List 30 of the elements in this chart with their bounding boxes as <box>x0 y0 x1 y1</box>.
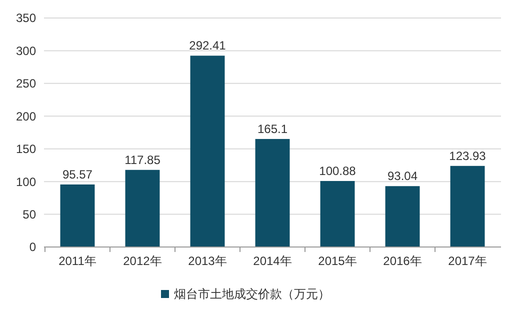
x-tick-label: 2016年 <box>383 254 422 268</box>
x-tick-label: 2014年 <box>253 254 292 268</box>
bar <box>450 166 485 247</box>
y-tick-label: 0 <box>29 240 36 254</box>
x-tick-label: 2011年 <box>58 254 96 268</box>
y-tick-label: 350 <box>16 11 36 26</box>
data-label: 95.57 <box>62 167 93 182</box>
y-tick-label: 50 <box>22 207 36 222</box>
data-label: 292.41 <box>189 38 226 53</box>
x-tick-label: 2013年 <box>188 254 227 268</box>
data-label: 100.88 <box>319 164 356 178</box>
bar <box>255 138 290 247</box>
bar <box>320 180 355 247</box>
legend-label: 烟台市土地成交价款（万元） <box>174 287 330 301</box>
y-tick-label: 100 <box>16 174 36 189</box>
y-tick-label: 150 <box>16 142 36 156</box>
y-tick-label: 200 <box>16 109 36 124</box>
y-tick-label: 250 <box>16 76 36 91</box>
data-label: 93.04 <box>388 169 418 184</box>
x-tick-label: 2012年 <box>123 254 162 268</box>
data-label: 165.1 <box>257 122 288 136</box>
x-tick-label: 2017年 <box>448 254 487 268</box>
bar <box>190 56 225 247</box>
bar <box>125 170 160 247</box>
data-label: 117.85 <box>124 152 161 167</box>
data-label: 123.93 <box>449 148 486 163</box>
bar <box>60 184 95 247</box>
bar <box>385 186 420 247</box>
x-tick-label: 2015年 <box>318 254 357 268</box>
y-tick-label: 300 <box>16 44 36 58</box>
